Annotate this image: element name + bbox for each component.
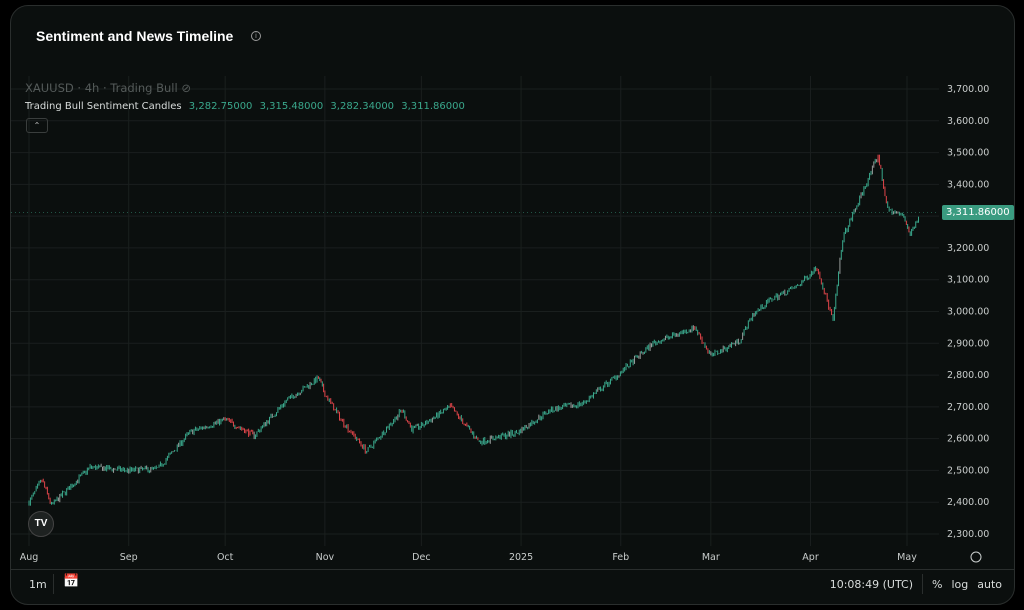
y-tick-label: 3,000.00 — [947, 307, 989, 318]
goto-date-icon[interactable]: 📅 — [63, 574, 80, 589]
footer-right-controls: 10:08:49 (UTC) % log auto — [830, 574, 1002, 594]
x-tick-label: Dec — [412, 552, 430, 563]
symbol-legend: XAUUSD · 4h · Trading Bull ⊘ — [25, 81, 191, 95]
y-tick-label: 2,700.00 — [947, 402, 989, 413]
y-tick-label: 2,300.00 — [947, 529, 989, 540]
x-tick-label: 2025 — [509, 552, 533, 563]
x-tick-label: Aug — [20, 552, 39, 563]
collapse-legend-button[interactable]: ⌃ — [26, 118, 48, 133]
y-tick-label: 3,700.00 — [947, 84, 989, 95]
percent-toggle[interactable]: % — [932, 577, 943, 591]
x-tick-label: Feb — [612, 552, 629, 563]
y-tick-label: 3,400.00 — [947, 179, 989, 190]
indicator-legend: Trading Bull Sentiment Candles 3,282.750… — [25, 101, 465, 112]
tradingview-logo[interactable]: TV — [28, 511, 54, 537]
last-price-tag: 3,311.86000 — [942, 205, 1014, 220]
price-chart[interactable]: 2,300.00 2,400.00 2,500.00 2,600.00 2,700.00… — [11, 6, 1015, 605]
close-value: 3,311.86000 — [401, 101, 465, 112]
x-tick-label: Apr — [802, 552, 819, 563]
y-tick-label: 2,800.00 — [947, 370, 989, 381]
indicator-name: Trading Bull Sentiment Candles — [25, 101, 182, 112]
y-tick-label: 3,200.00 — [947, 243, 989, 254]
clock-time[interactable]: 10:08:49 (UTC) — [829, 577, 913, 591]
low-value: 3,282.34000 — [330, 101, 395, 112]
symbol-label: XAUUSD · 4h · Trading Bull — [25, 81, 178, 95]
range-1m-button[interactable]: 1m — [29, 578, 47, 591]
footer-divider — [11, 569, 1014, 570]
info-icon[interactable]: i — [251, 31, 261, 41]
x-tick-label: Oct — [217, 552, 234, 563]
x-tick-label: May — [897, 552, 917, 563]
x-tick-label: Nov — [316, 552, 335, 563]
y-tick-label: 2,900.00 — [947, 338, 989, 349]
high-value: 3,315.48000 — [259, 101, 324, 112]
divider — [922, 574, 923, 594]
eye-off-icon[interactable]: ⊘ — [181, 81, 191, 95]
y-tick-label: 3,500.00 — [947, 148, 989, 159]
y-tick-label: 2,400.00 — [947, 497, 989, 508]
x-tick-label: Sep — [120, 552, 138, 563]
y-tick-label: 3,100.00 — [947, 275, 989, 286]
open-value: 3,282.75000 — [188, 101, 253, 112]
auto-toggle[interactable]: auto — [977, 577, 1002, 591]
chart-card: Sentiment and News Timeline i 2,300.00 2,… — [10, 5, 1015, 605]
y-tick-label: 3,600.00 — [947, 116, 989, 127]
log-toggle[interactable]: log — [951, 577, 969, 591]
settings-icon — [970, 551, 982, 563]
y-tick-label: 2,500.00 — [947, 465, 989, 476]
divider — [53, 574, 54, 594]
page-title: Sentiment and News Timeline — [36, 28, 234, 44]
y-tick-label: 2,600.00 — [947, 434, 989, 445]
x-tick-label: Mar — [702, 552, 720, 563]
